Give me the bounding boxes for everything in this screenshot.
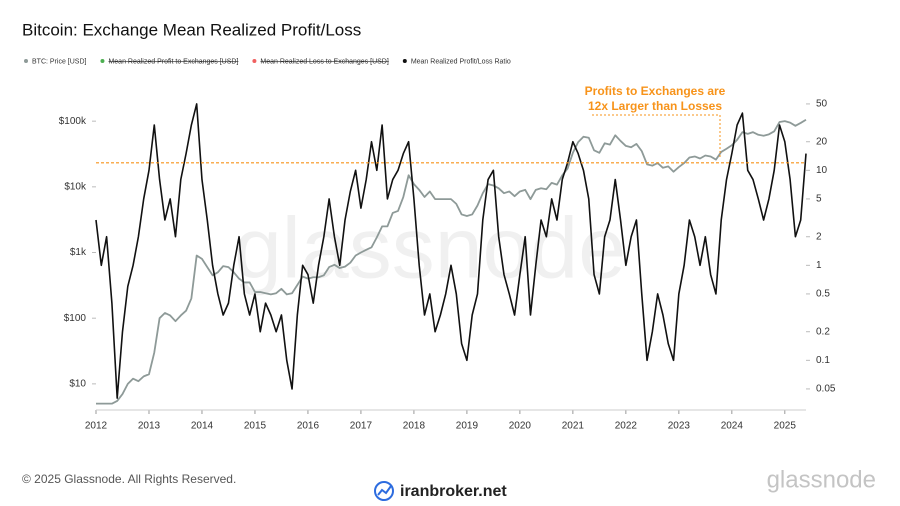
y2-tick-label: 1 — [816, 260, 822, 271]
y2-tick-label: 10 — [816, 165, 828, 176]
x-tick-label: 2023 — [668, 421, 691, 432]
x-tick-label: 2012 — [85, 421, 108, 432]
x-tick-label: 2020 — [509, 421, 532, 432]
legend-label: Mean Realized Loss to Exchanges [USD] — [260, 58, 388, 65]
legend-item: Mean Realized Profit to Exchanges [USD] — [100, 58, 238, 65]
y2-tick-label: 0.2 — [816, 326, 830, 337]
plot-area — [92, 103, 810, 414]
x-tick-label: 2014 — [191, 421, 214, 432]
annotation-text: Profits to Exchanges are — [585, 84, 726, 98]
legend-item: Mean Realized Profit/Loss Ratio — [402, 58, 511, 65]
legend-label: Mean Realized Profit to Exchanges [USD] — [108, 58, 238, 65]
watermark: glassnode — [234, 201, 626, 297]
legend-swatch — [24, 59, 28, 63]
annotation-text: 12x Larger than Losses — [588, 99, 722, 113]
legend-item: Mean Realized Loss to Exchanges [USD] — [252, 58, 389, 65]
x-tick-label: 2025 — [774, 421, 797, 432]
x-tick-label: 2018 — [403, 421, 426, 432]
annotation-bracket — [592, 114, 721, 158]
x-tick-label: 2017 — [350, 421, 373, 432]
partner-name: iranbroker.net — [400, 483, 507, 500]
legend-item: BTC: Price [USD] — [24, 58, 87, 65]
chart-title: Bitcoin: Exchange Mean Realized Profit/L… — [22, 20, 361, 39]
x-tick-label: 2022 — [615, 421, 638, 432]
y2-tick-label: 50 — [816, 99, 828, 110]
y2-tick-label: 0.1 — [816, 355, 830, 366]
legend-label: BTC: Price [USD] — [32, 58, 87, 65]
legend-swatch — [252, 59, 257, 63]
y-tick-label: $1k — [70, 247, 87, 258]
y-tick-label: $10 — [69, 379, 86, 390]
legend-swatch — [402, 59, 407, 63]
legend-swatch — [100, 59, 105, 63]
y2-tick-label: 5 — [816, 194, 822, 205]
y-tick-label: $100k — [59, 116, 87, 127]
y2-tick-label: 0.05 — [816, 384, 836, 395]
x-tick-label: 2021 — [562, 421, 585, 432]
x-tick-label: 2019 — [456, 421, 479, 432]
y-tick-label: $10k — [64, 181, 87, 192]
series-line — [95, 103, 807, 399]
x-tick-label: 2016 — [297, 421, 320, 432]
x-tick-label: 2015 — [244, 421, 267, 432]
y-tick-label: $100 — [64, 313, 87, 324]
brand-logo: glassnode — [767, 466, 876, 493]
y2-tick-label: 0.5 — [816, 289, 830, 300]
x-tick-label: 2024 — [721, 421, 744, 432]
footer: © 2025 Glassnode. All Rights Reserved. — [22, 472, 236, 486]
legend-label: Mean Realized Profit/Loss Ratio — [411, 58, 511, 65]
partner-icon — [374, 481, 394, 501]
y2-tick-label: 20 — [816, 136, 828, 147]
y2-tick-label: 2 — [816, 231, 822, 242]
x-tick-label: 2013 — [138, 421, 161, 432]
